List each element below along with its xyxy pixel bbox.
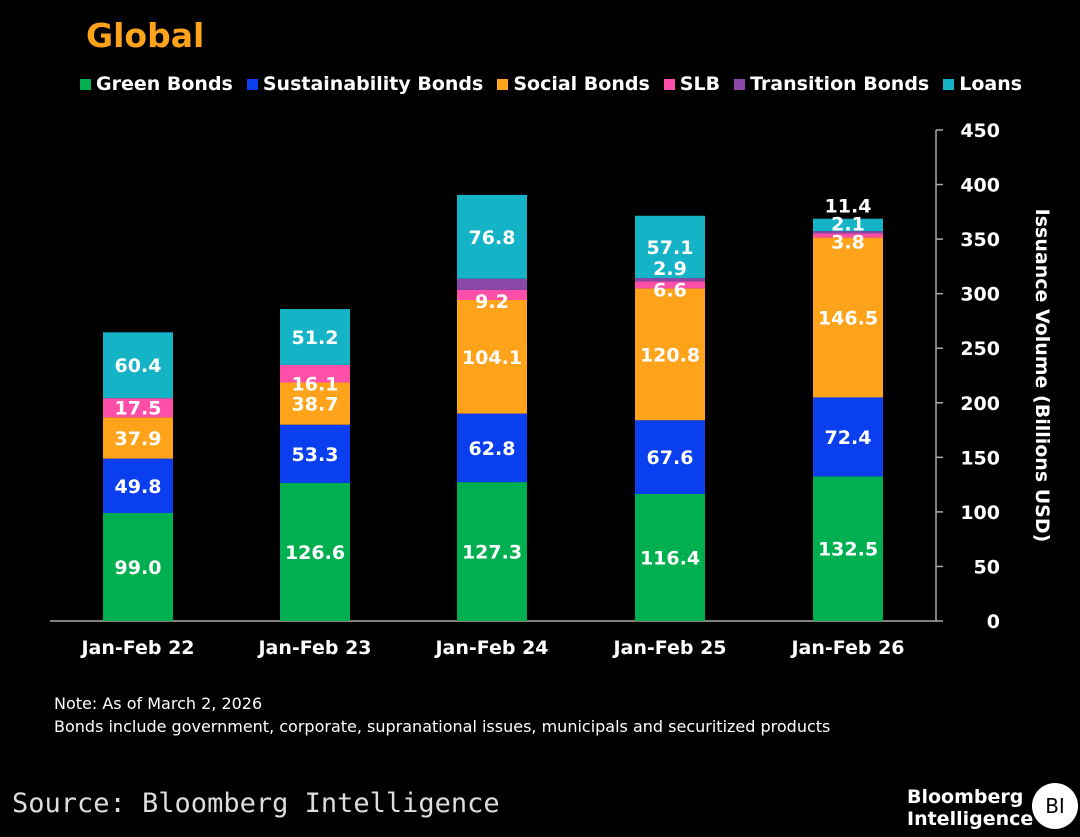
legend-label: Loans xyxy=(959,73,1023,95)
bar-segment xyxy=(635,493,705,621)
bar-segment xyxy=(103,512,173,621)
legend-label: Social Bonds xyxy=(513,73,650,95)
note-line: Bonds include government, corporate, sup… xyxy=(54,717,831,736)
data-label: 126.6 xyxy=(285,542,345,564)
bar-segment xyxy=(813,237,883,398)
bar-segment xyxy=(457,299,527,414)
data-label: 11.4 xyxy=(825,196,872,218)
data-label: 3.8 xyxy=(831,232,865,254)
data-label: 60.4 xyxy=(115,355,162,377)
y-tick-label: 50 xyxy=(974,556,1000,578)
y-tick-label: 400 xyxy=(960,175,1000,197)
legend-label: SLB xyxy=(679,73,721,95)
bar-segment xyxy=(280,364,350,383)
data-label: 38.7 xyxy=(292,394,339,416)
legend-label: Sustainability Bonds xyxy=(262,73,484,95)
bar-segment xyxy=(457,482,527,621)
y-tick-label: 200 xyxy=(960,393,1000,415)
x-tick-label: Jan-Feb 24 xyxy=(433,637,548,659)
bar-segment xyxy=(813,218,883,232)
legend-swatch xyxy=(734,78,746,90)
data-label: 2.9 xyxy=(653,258,687,280)
bar-segment xyxy=(457,413,527,483)
bar-segment xyxy=(103,458,173,513)
bar-segment xyxy=(813,233,883,238)
data-label: 62.8 xyxy=(469,438,516,460)
data-label: 53.3 xyxy=(292,444,339,466)
legend-swatch xyxy=(943,78,955,90)
bar-segment xyxy=(635,281,705,289)
bar-segment xyxy=(635,288,705,421)
bar-segment xyxy=(635,215,705,279)
bar-segment xyxy=(457,194,527,279)
note-line: Note: As of March 2, 2026 xyxy=(54,694,263,713)
data-label: 120.8 xyxy=(640,344,700,366)
bi-badge-icon: BI xyxy=(1032,783,1078,829)
y-tick-label: 450 xyxy=(960,120,1000,142)
data-label: 57.1 xyxy=(647,237,694,259)
legend-item: Transition Bonds xyxy=(734,73,929,95)
data-label: 116.4 xyxy=(640,547,700,569)
bar-segment xyxy=(280,482,350,621)
data-label: 104.1 xyxy=(462,347,522,369)
bar-segment xyxy=(813,476,883,621)
bar-segment xyxy=(280,382,350,425)
bar-segment xyxy=(103,417,173,459)
bar-segment xyxy=(813,231,883,234)
y-tick-label: 300 xyxy=(960,284,1000,306)
y-axis-title: Issuance Volume (Billions USD) xyxy=(1031,209,1053,543)
y-tick-label: 0 xyxy=(987,611,1000,633)
x-tick-label: Jan-Feb 25 xyxy=(611,637,726,659)
data-label: 37.9 xyxy=(115,428,162,450)
bar-segment xyxy=(280,424,350,483)
data-label: 6.6 xyxy=(653,279,687,301)
source-text: Source: Bloomberg Intelligence xyxy=(12,788,500,819)
legend-swatch xyxy=(497,78,509,90)
data-label: 16.1 xyxy=(292,373,339,395)
data-label: 146.5 xyxy=(818,308,878,330)
y-tick-label: 100 xyxy=(960,502,1000,524)
bar-segment xyxy=(457,278,527,290)
data-label: 51.2 xyxy=(292,327,339,349)
x-tick-label: Jan-Feb 23 xyxy=(256,637,371,659)
y-tick-label: 350 xyxy=(960,229,1000,251)
legend-swatch xyxy=(246,78,258,90)
legend-item: Sustainability Bonds xyxy=(246,73,484,95)
legend: Green Bonds Sustainability Bonds Social Bo… xyxy=(80,73,1022,95)
bar-segment xyxy=(457,289,527,300)
bar-segment xyxy=(103,398,173,418)
x-tick-label: Jan-Feb 26 xyxy=(789,637,904,659)
data-label: 132.5 xyxy=(818,539,878,561)
data-label: 49.8 xyxy=(115,476,162,498)
legend-item: Loans xyxy=(943,73,1022,95)
data-label: 127.3 xyxy=(462,542,522,564)
data-label: 67.6 xyxy=(647,447,694,469)
data-label: 9.2 xyxy=(475,291,509,313)
chart-title: Global xyxy=(86,16,205,55)
data-label: 76.8 xyxy=(469,227,516,249)
bar-segment xyxy=(813,397,883,477)
legend-item: SLB xyxy=(663,73,721,95)
bar-segment xyxy=(280,309,350,365)
data-label: 72.4 xyxy=(825,427,872,449)
note: Note: As of March 2, 2026 Bonds include … xyxy=(54,692,830,738)
x-tick-label: Jan-Feb 22 xyxy=(79,637,194,659)
legend-item: Green Bonds xyxy=(80,73,233,95)
legend-swatch xyxy=(80,78,91,90)
legend-label: Transition Bonds xyxy=(750,73,930,95)
bar-segment xyxy=(635,420,705,494)
legend-item: Social Bonds xyxy=(497,73,650,95)
y-tick-label: 250 xyxy=(960,338,1000,360)
bloomberg-intelligence-logo: Bloomberg Intelligence xyxy=(907,786,1034,830)
data-label: 2.1 xyxy=(831,214,865,236)
bar-segment xyxy=(103,332,173,399)
data-label: 17.5 xyxy=(115,398,162,420)
data-label: 99.0 xyxy=(115,557,162,579)
legend-swatch xyxy=(663,78,675,90)
y-tick-label: 150 xyxy=(960,447,1000,469)
bar-segment xyxy=(635,278,705,282)
legend-label: Green Bonds xyxy=(96,73,233,95)
